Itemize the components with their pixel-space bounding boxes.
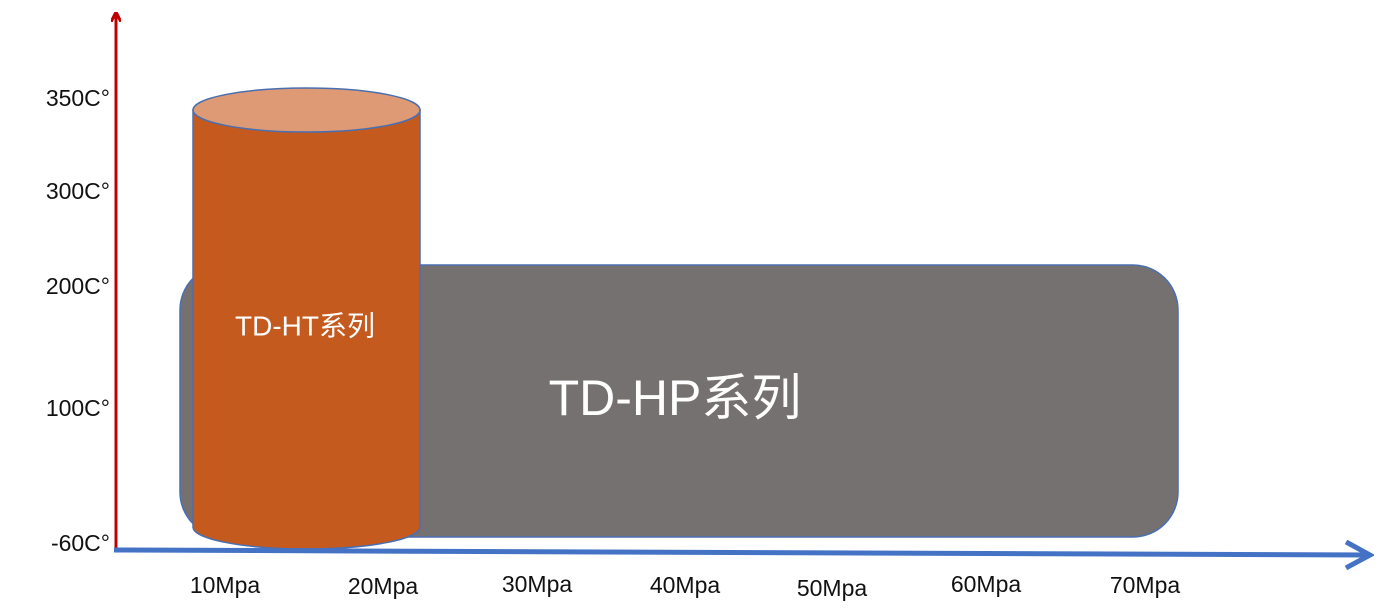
y-label: -60C° bbox=[51, 530, 110, 556]
hp-label: TD-HP系列 bbox=[549, 370, 802, 426]
x-label: 30Mpa bbox=[502, 571, 573, 597]
x-axis bbox=[113, 550, 1370, 555]
x-label: 60Mpa bbox=[951, 571, 1022, 597]
y-label: 350C° bbox=[46, 85, 110, 111]
x-label: 20Mpa bbox=[348, 573, 419, 599]
y-label: 100C° bbox=[46, 395, 110, 421]
x-label: 10Mpa bbox=[190, 572, 261, 598]
cylinder-top bbox=[192, 87, 421, 133]
x-label: 50Mpa bbox=[797, 575, 868, 601]
hp-box bbox=[179, 264, 1179, 538]
x-label: 70Mpa bbox=[1110, 572, 1181, 598]
x-label: 40Mpa bbox=[650, 572, 721, 598]
y-label: 200C° bbox=[46, 273, 110, 299]
ht-label: TD-HT系列 bbox=[235, 310, 375, 341]
axis-labels: 350C° 300C° 200C° 100C° -60C° 10Mpa 20Mpa 30Mpa… bbox=[46, 85, 1181, 601]
y-label: 300C° bbox=[46, 178, 110, 204]
